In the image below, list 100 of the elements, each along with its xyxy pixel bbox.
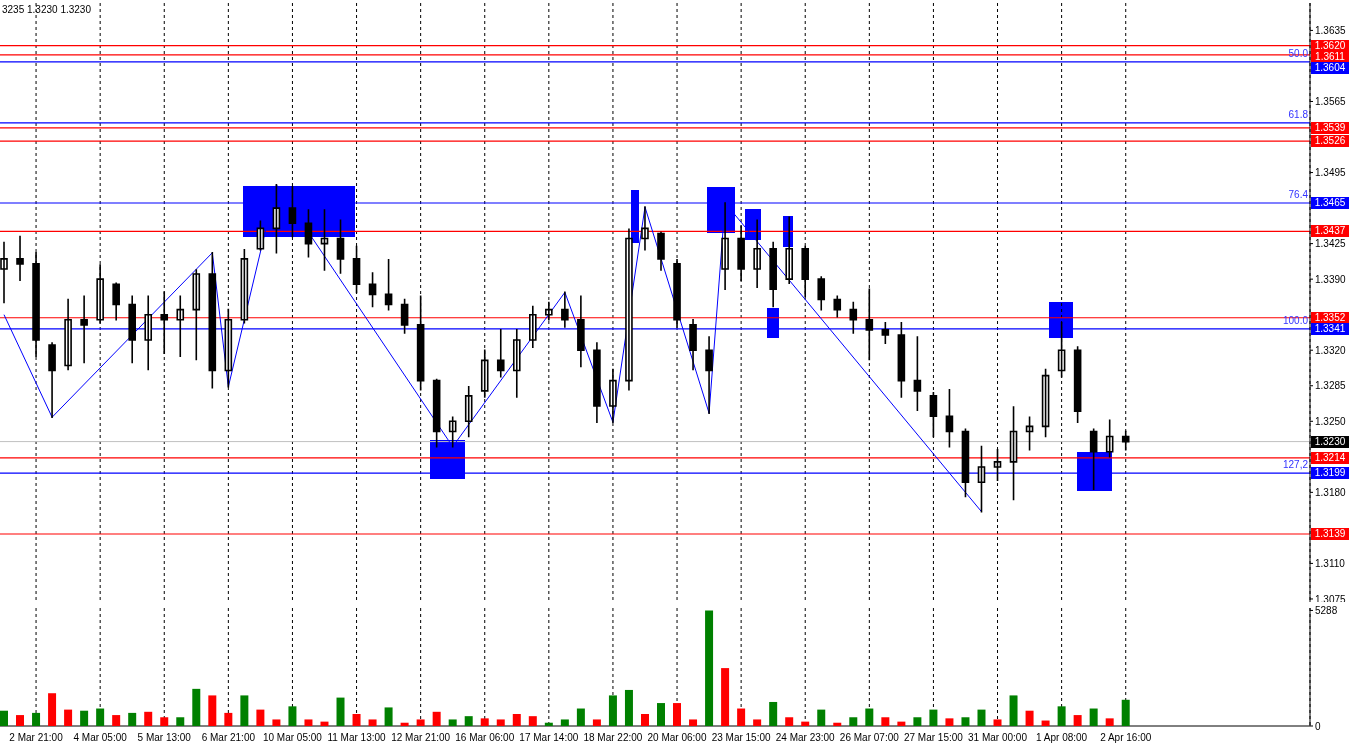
bar	[144, 711, 153, 726]
candlestick	[176, 295, 185, 358]
annotation: 61.8	[1288, 108, 1308, 120]
bar	[608, 695, 617, 726]
bar	[208, 695, 217, 726]
candlestick	[561, 291, 569, 328]
candlestick	[368, 272, 377, 308]
candlestick	[705, 336, 713, 414]
y-tick-label: 1.3635	[1315, 24, 1347, 36]
x-tick-label: 31 Mar 00:00	[968, 732, 1028, 744]
bar	[1121, 699, 1130, 726]
ref-line-label: 1.3341	[1311, 322, 1349, 335]
bar	[737, 708, 746, 726]
candlestick	[529, 305, 537, 348]
bar	[1089, 708, 1098, 726]
x-tick-label: 24 Mar 23:00	[775, 732, 836, 744]
x-tick-label: 23 Mar 15:00	[711, 732, 772, 744]
candlestick	[689, 318, 697, 371]
candlestick	[817, 276, 826, 311]
ref-line-label: 1.3214	[1311, 451, 1349, 464]
candlestick	[448, 416, 457, 448]
bar	[336, 697, 345, 726]
candlestick	[80, 295, 88, 364]
bar	[721, 668, 730, 726]
bar	[945, 718, 954, 726]
ref-line-label: 1.3611	[1311, 50, 1349, 63]
x-tick-label: 2 Apr 16:00	[1100, 732, 1152, 744]
bar	[801, 721, 810, 726]
bar	[96, 708, 105, 726]
x-tick-label: 17 Mar 14:00	[519, 732, 579, 744]
candlestick	[64, 298, 72, 371]
bar	[368, 719, 377, 726]
bar	[1073, 715, 1082, 726]
bar	[657, 703, 665, 726]
candlestick	[1089, 428, 1098, 491]
bar	[913, 717, 922, 726]
bar	[400, 722, 409, 726]
bar	[624, 689, 633, 726]
x-tick-label: 18 Mar 22:00	[583, 732, 643, 744]
candlestick	[16, 235, 24, 281]
bar	[160, 717, 169, 726]
y-tick-label: 1.3250	[1315, 415, 1347, 427]
bar	[640, 713, 649, 726]
y-tick-label: 1.3565	[1315, 96, 1347, 108]
bar	[929, 709, 938, 726]
y-tick-label: 1.3110	[1315, 557, 1346, 569]
bar	[448, 719, 457, 726]
y-tick-label: 1.3075	[1315, 593, 1347, 605]
bar	[993, 719, 1002, 726]
bar	[544, 722, 553, 726]
candlestick	[577, 295, 585, 368]
y-tick-label: 1.3425	[1315, 238, 1347, 250]
x-tick-label: 20 Mar 06:00	[647, 732, 707, 744]
bar	[592, 719, 601, 726]
candlestick	[48, 342, 56, 419]
x-tick-label: 11 Mar 13:00	[327, 732, 387, 744]
candlestick	[336, 219, 345, 274]
candlestick	[977, 445, 986, 513]
candlestick	[721, 202, 729, 291]
annotation: 127,2	[1282, 459, 1308, 471]
bar	[689, 719, 698, 726]
bar	[112, 715, 121, 726]
candlestick	[272, 183, 281, 254]
y-tick-label: 1.3180	[1315, 486, 1347, 498]
x-tick-label: 2 Mar 21:00	[9, 732, 64, 744]
bar	[576, 708, 585, 726]
candlestick	[833, 295, 842, 318]
bar	[224, 712, 233, 726]
y-tick-label: 1.3320	[1315, 344, 1347, 356]
annotation: 76.4	[1288, 189, 1308, 200]
x-tick-label: 10 Mar 05:00	[262, 732, 323, 744]
candlestick	[1009, 406, 1018, 501]
bar	[1025, 710, 1034, 726]
ref-line-label: 1.3352	[1311, 311, 1349, 324]
bar	[0, 710, 8, 726]
candlestick	[593, 342, 601, 424]
x-tick-label: 6 Mar 21:00	[201, 732, 256, 744]
chart-title: 3235 1.3230 1.3230	[2, 4, 91, 15]
bar	[256, 709, 265, 726]
bar	[865, 708, 874, 726]
y-tick-label: 0	[1315, 720, 1321, 732]
candlestick	[913, 336, 922, 411]
bar	[512, 713, 521, 726]
bar	[304, 719, 313, 726]
bar	[432, 711, 441, 726]
bar	[48, 693, 57, 726]
candlestick	[1025, 416, 1034, 451]
bar	[80, 710, 89, 726]
candlestick	[112, 282, 120, 321]
bar	[480, 718, 489, 726]
candlestick	[1105, 419, 1114, 458]
x-tick-label: 12 Mar 21:00	[391, 732, 451, 744]
ref-line-label: 1.3465	[1311, 197, 1349, 209]
bar	[272, 719, 281, 726]
bar	[528, 716, 537, 726]
bar	[240, 695, 249, 726]
ref-line-label: 1.3539	[1311, 121, 1349, 134]
bar	[288, 706, 297, 726]
bar	[176, 717, 185, 726]
bar	[384, 707, 393, 726]
